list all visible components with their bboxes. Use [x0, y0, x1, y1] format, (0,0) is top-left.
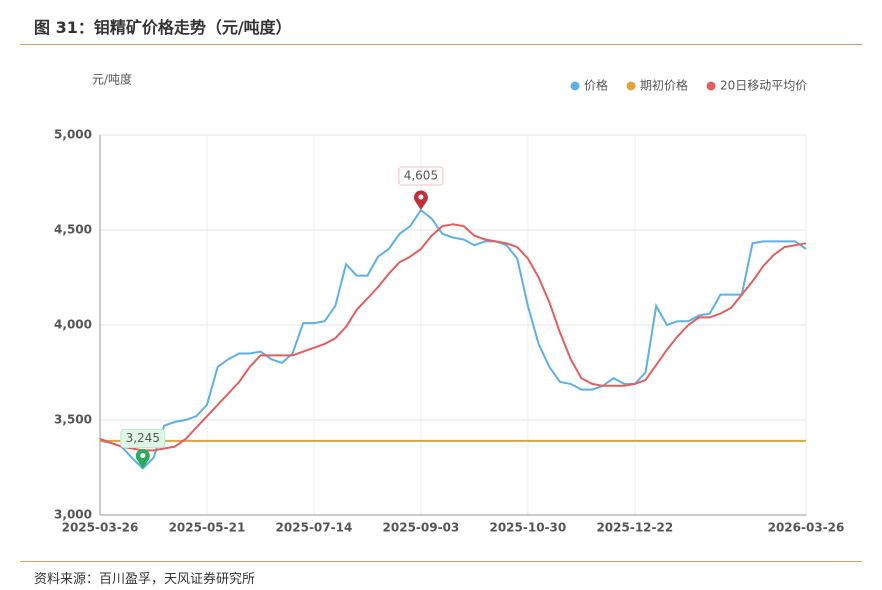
x-tick-label: 2025-10-30 — [489, 521, 566, 535]
source-note: 资料来源：百川盈孚，天风证券研究所 — [34, 572, 256, 587]
pin-marker — [413, 190, 428, 211]
x-tick-label: 2025-12-22 — [596, 521, 673, 535]
x-tick-label: 2025-07-14 — [276, 521, 353, 535]
x-tick-label: 2025-09-03 — [383, 521, 460, 535]
x-tick-label: 2026-03-26 — [768, 521, 845, 535]
x-tick-label: 2025-03-26 — [62, 521, 139, 535]
y-axis-label: 元/吨度 — [92, 72, 132, 87]
top-rule — [20, 44, 862, 45]
pin-dot — [418, 194, 424, 200]
value-label-box — [398, 166, 444, 186]
legend-label: 20日移动平均价 — [720, 79, 807, 93]
figure-title: 图 31：钼精矿价格走势（元/吨度） — [34, 18, 292, 37]
legend-marker — [626, 81, 636, 91]
value-label: 4,605 — [404, 169, 438, 183]
bottom-rule — [20, 561, 862, 562]
value-label-box — [120, 428, 166, 448]
x-tick-label: 2025-05-21 — [169, 521, 246, 535]
pin-dot — [140, 452, 146, 458]
pin-marker — [135, 448, 150, 469]
y-tick-label: 4,500 — [54, 223, 92, 237]
chart: 元/吨度 3,000 3,500 4,000 4,500 5,000 2025-03-26… — [54, 72, 845, 535]
y-tick-label: 5,000 — [54, 128, 92, 142]
series-line — [99, 208, 807, 470]
y-tick-label: 4,000 — [54, 318, 92, 332]
legend-label: 期初价格 — [640, 78, 688, 93]
legend-marker — [706, 81, 716, 91]
y-tick-label: 3,000 — [54, 508, 92, 522]
value-label: 3,245 — [126, 431, 160, 445]
legend-marker — [570, 81, 580, 91]
legend-label: 价格 — [584, 78, 608, 93]
y-tick-label: 3,500 — [54, 413, 92, 427]
series-line — [99, 223, 807, 452]
